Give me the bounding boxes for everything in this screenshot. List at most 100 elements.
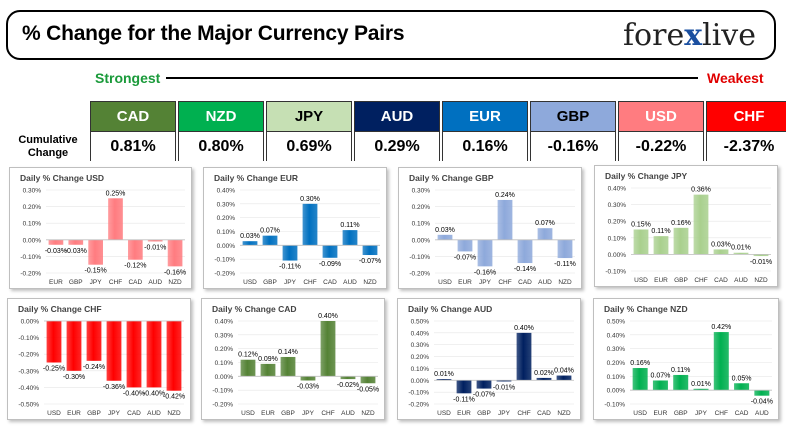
x-tick-label: EUR: [67, 410, 81, 417]
y-tick-label: 0.10%: [23, 221, 42, 228]
bar: [362, 245, 378, 256]
y-tick-label: 0.30%: [412, 188, 431, 195]
data-label: 0.01%: [434, 371, 454, 378]
currency-cumulative-value: -0.22%: [619, 131, 703, 161]
data-label: 0.25%: [106, 190, 126, 197]
bar: [322, 245, 338, 258]
y-tick-label: -0.20%: [212, 402, 233, 409]
data-label: 0.40%: [318, 313, 338, 320]
x-tick-label: CAD: [127, 410, 141, 417]
y-tick-label: -0.10%: [605, 269, 626, 276]
chart-title: Daily % Change JPY: [605, 171, 688, 181]
y-tick-label: -0.50%: [18, 402, 39, 409]
chart-panel-5: Daily % Change CHF 0.00% -0.10% -0.20% -0.30…: [7, 298, 191, 420]
page-title: % Change for the Major Currency Pairs: [22, 22, 405, 45]
y-tick-label: 0.40%: [607, 332, 626, 339]
y-tick-label: -0.40%: [18, 385, 39, 392]
x-tick-label: JPY: [695, 410, 708, 417]
x-tick-label: JPY: [498, 410, 511, 417]
x-tick-label: CHF: [517, 410, 530, 417]
logo-text-left: fore: [622, 18, 685, 53]
bar: [497, 199, 513, 240]
x-tick-label: AUD: [734, 277, 748, 284]
y-tick-label: 0.30%: [608, 202, 627, 209]
y-tick-label: 0.30%: [217, 201, 236, 208]
x-tick-label: JPY: [284, 279, 297, 286]
x-tick-label: JPY: [302, 410, 315, 417]
currency-name: JPY: [267, 102, 351, 131]
cumulative-change-label: Cumulative Change: [18, 134, 78, 160]
x-tick-label: NZD: [557, 410, 571, 417]
x-tick-label: JPY: [479, 279, 492, 286]
y-tick-label: 0.40%: [608, 186, 627, 193]
x-tick-label: CHF: [109, 279, 122, 286]
y-tick-label: 0.20%: [23, 204, 42, 211]
y-tick-label: 0.00%: [217, 243, 236, 250]
data-label: 0.40%: [514, 325, 534, 332]
y-tick-label: 0.40%: [411, 330, 430, 337]
data-label: -0.11%: [554, 261, 576, 268]
bar: [632, 368, 648, 391]
data-label: -0.02%: [337, 382, 359, 389]
chart-svg: Daily % Change AUD 0.50% 0.40% 0.30% 0.20% 0.…: [408, 304, 574, 417]
y-tick-label: -0.20%: [214, 271, 235, 278]
bar: [240, 359, 256, 377]
bar: [693, 388, 709, 391]
y-tick-label: -0.10%: [408, 390, 429, 397]
data-label: 0.24%: [495, 192, 515, 199]
y-tick-label: 0.50%: [607, 319, 626, 326]
currency-box-cad: CAD 0.81%: [90, 101, 176, 161]
bar: [436, 379, 452, 381]
bar: [48, 239, 64, 245]
bar: [147, 239, 163, 242]
data-label: 0.16%: [630, 360, 650, 367]
x-tick-label: AUD: [538, 279, 552, 286]
x-tick-label: NZD: [361, 410, 375, 417]
bar: [86, 321, 102, 361]
x-tick-label: USD: [633, 410, 647, 417]
bar: [713, 332, 729, 391]
chart-panel-6: Daily % Change CAD 0.40% 0.30% 0.20% 0.10% 0.…: [201, 298, 385, 420]
chart-title: Daily % Change AUD: [408, 304, 492, 314]
y-tick-label: 0.00%: [21, 319, 40, 326]
x-tick-label: AUD: [147, 410, 161, 417]
data-label: 0.03%: [435, 227, 455, 234]
chart-title: Daily % Change GBP: [409, 173, 494, 183]
chart-panel-1: Daily % Change USD 0.30% 0.20% 0.10% 0.00% -0…: [9, 167, 192, 289]
bar: [733, 252, 749, 255]
x-tick-label: CAD: [537, 410, 551, 417]
data-label: -0.04%: [751, 399, 773, 406]
data-label: 0.07%: [650, 372, 670, 379]
bar: [517, 239, 533, 264]
x-tick-label: CAD: [128, 279, 142, 286]
bar: [633, 229, 649, 255]
bar: [126, 321, 142, 388]
data-label: 0.03%: [711, 241, 731, 248]
data-label: -0.01%: [144, 244, 166, 251]
y-tick-label: 0.20%: [412, 204, 431, 211]
bar: [673, 374, 689, 391]
bar: [456, 380, 472, 394]
logo-text-x: x: [684, 18, 703, 53]
bar: [360, 376, 376, 384]
data-label: -0.03%: [297, 383, 319, 390]
chart-panel-7: Daily % Change AUD 0.50% 0.40% 0.30% 0.20% 0.…: [397, 298, 581, 420]
x-tick-label: NZD: [168, 279, 182, 286]
y-tick-label: 0.50%: [411, 319, 430, 326]
y-tick-label: 0.40%: [217, 188, 236, 195]
chart-panel-4: Daily % Change JPY 0.40% 0.30% 0.20% 0.10% 0.…: [594, 165, 778, 287]
y-tick-label: 0.20%: [217, 215, 236, 222]
bar: [167, 239, 183, 267]
y-tick-label: 0.00%: [412, 237, 431, 244]
chart-panel-3: Daily % Change GBP 0.30% 0.20% 0.10% 0.00% -0…: [398, 167, 582, 289]
bar: [302, 203, 318, 246]
bar: [242, 241, 258, 246]
chart-panel-2: Daily % Change EUR 0.40% 0.30% 0.20% 0.10% 0.…: [203, 167, 387, 289]
x-tick-label: EUR: [654, 277, 668, 284]
bar: [652, 380, 668, 391]
data-label: 0.11%: [671, 367, 690, 374]
x-tick-label: CAD: [714, 277, 728, 284]
data-label: 0.01%: [731, 245, 751, 252]
currency-name: USD: [619, 102, 703, 131]
y-tick-label: -0.10%: [214, 257, 235, 264]
